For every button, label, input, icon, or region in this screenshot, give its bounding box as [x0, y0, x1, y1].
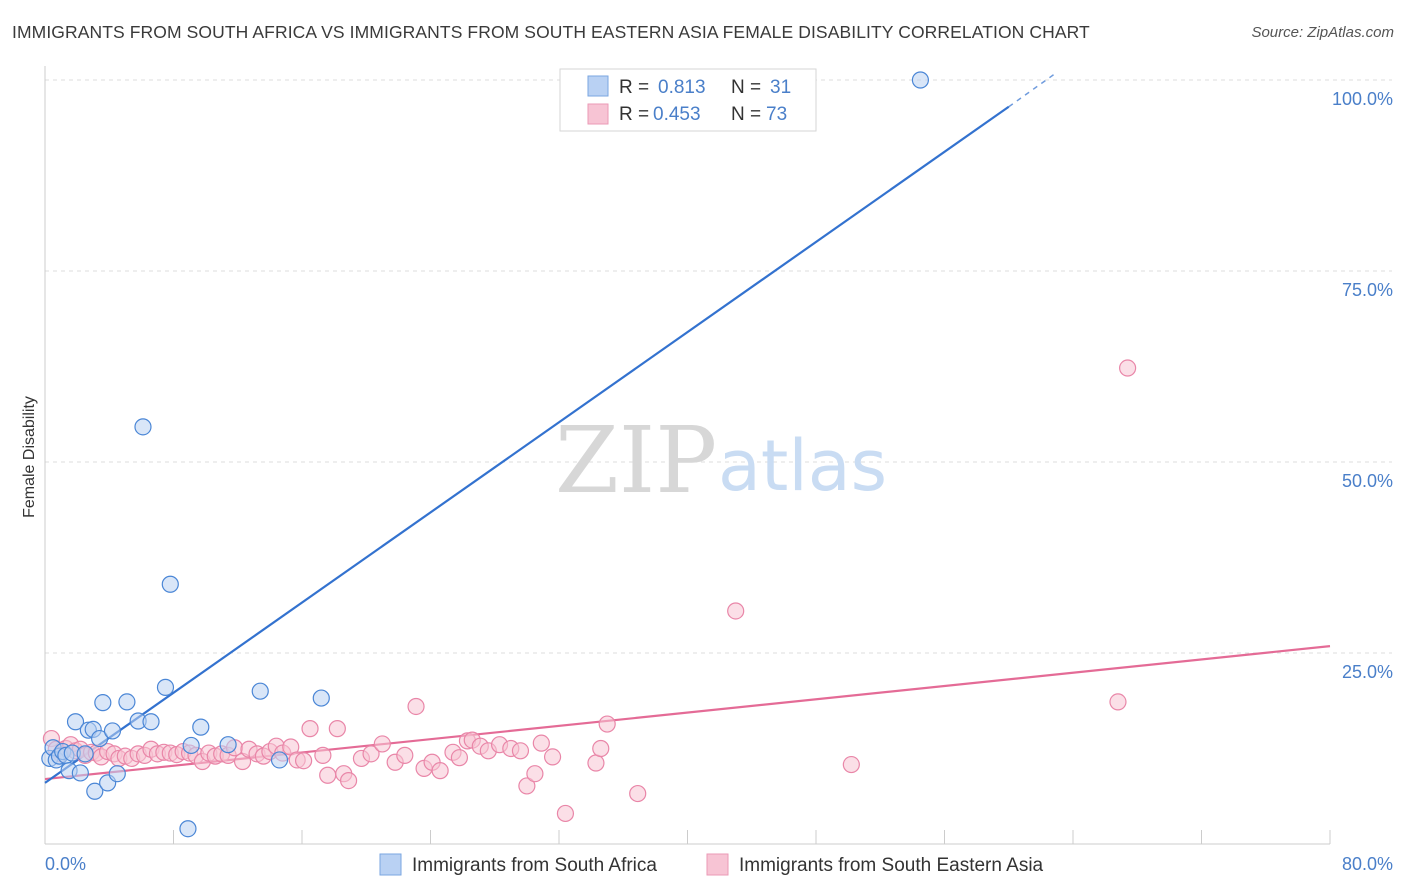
data-point-south-africa — [251, 682, 269, 700]
data-point-south-africa — [911, 71, 930, 89]
points-south-africa — [41, 71, 930, 838]
watermark-zip: ZIP — [555, 407, 717, 514]
data-point-south-africa — [71, 764, 89, 782]
data-point-south-eastern-asia — [314, 746, 332, 764]
data-point-south-africa — [103, 722, 122, 740]
legend-swatch-blue — [587, 75, 609, 97]
legend-swatch-pink — [587, 103, 609, 125]
chart-title: IMMIGRANTS FROM SOUTH AFRICA VS IMMIGRAN… — [12, 22, 1090, 42]
x-tick-label-min: 0.0% — [45, 854, 86, 874]
legend-r-label-1: R = — [619, 77, 649, 98]
data-point-south-eastern-asia — [532, 734, 550, 752]
watermark-atlas: atlas — [718, 425, 887, 507]
data-point-south-eastern-asia — [450, 749, 469, 767]
bottom-legend-label-2: Immigrants from South Eastern Asia — [739, 855, 1044, 876]
y-tick-labels: 25.0% 50.0% 75.0% 100.0% — [1332, 89, 1393, 682]
stats-legend: R = 0.813 N = 31 R = 0.453 N = 73 — [559, 68, 817, 132]
data-point-south-africa — [66, 713, 85, 731]
data-point-south-eastern-asia — [431, 762, 449, 780]
bottom-legend-swatch-blue — [379, 853, 402, 876]
y-tick-label: 50.0% — [1342, 471, 1393, 491]
data-point-south-eastern-asia — [1119, 359, 1137, 377]
grid-lines — [45, 79, 1392, 654]
data-point-south-eastern-asia — [543, 748, 562, 766]
legend-r-value-1: 0.813 — [658, 77, 706, 98]
data-point-south-eastern-asia — [301, 720, 319, 738]
source-credit: Source: ZipAtlas.com — [1251, 24, 1394, 41]
data-point-south-eastern-asia — [587, 754, 605, 772]
data-point-south-eastern-asia — [556, 804, 575, 823]
y-tick-label: 75.0% — [1342, 280, 1393, 300]
data-point-south-eastern-asia — [319, 766, 337, 784]
legend-r-label-2: R = — [619, 104, 649, 125]
data-point-south-eastern-asia — [518, 777, 536, 795]
data-point-south-africa — [156, 678, 175, 696]
data-point-south-eastern-asia — [598, 715, 616, 733]
bottom-legend-label-1: Immigrants from South Africa — [412, 855, 657, 876]
data-point-south-eastern-asia — [1109, 693, 1127, 711]
data-point-south-eastern-asia — [526, 765, 544, 783]
data-point-south-africa — [134, 418, 152, 436]
x-tick-labels: 0.0% 80.0% — [45, 854, 1393, 874]
data-point-south-africa — [108, 765, 126, 783]
y-tick-label: 100.0% — [1332, 89, 1393, 109]
data-point-south-africa — [76, 745, 94, 763]
data-point-south-africa — [312, 689, 330, 707]
data-point-south-africa — [91, 729, 109, 748]
data-point-south-eastern-asia — [339, 771, 358, 790]
data-point-south-eastern-asia — [511, 742, 530, 760]
data-point-south-eastern-asia — [407, 697, 425, 716]
data-point-south-eastern-asia — [328, 720, 346, 738]
y-tick-label: 25.0% — [1342, 662, 1393, 682]
bottom-legend-swatch-pink — [706, 853, 729, 876]
legend-n-value-1: 31 — [770, 77, 791, 98]
data-point-south-eastern-asia — [592, 739, 610, 758]
series-legend: Immigrants from South Africa Immigrants … — [379, 853, 1044, 876]
data-point-south-eastern-asia — [295, 752, 313, 770]
data-point-south-eastern-asia — [629, 784, 647, 803]
trend-line-south-africa — [44, 105, 1010, 784]
trend-line-south-africa-extension — [1008, 71, 1058, 108]
legend-n-label-1: N = — [731, 77, 761, 98]
data-point-south-eastern-asia — [842, 755, 860, 774]
data-point-south-africa — [182, 736, 200, 755]
data-point-south-eastern-asia — [373, 735, 391, 753]
data-point-south-africa — [270, 751, 289, 769]
data-point-south-africa — [118, 693, 136, 711]
legend-r-value-2: 0.453 — [653, 104, 701, 125]
data-point-south-africa — [192, 718, 210, 736]
legend-n-label-2: N = — [731, 104, 761, 125]
data-point-south-africa — [219, 736, 237, 754]
axes — [44, 66, 1331, 845]
x-tick-label-max: 80.0% — [1342, 854, 1393, 874]
legend-n-value-2: 73 — [766, 104, 787, 125]
data-point-south-eastern-asia — [396, 746, 414, 764]
data-point-south-africa — [94, 694, 112, 712]
data-point-south-eastern-asia — [362, 745, 380, 763]
y-axis-label: Female Disability — [21, 396, 38, 518]
data-point-south-africa — [142, 713, 160, 731]
data-point-south-africa — [161, 575, 179, 593]
data-point-south-eastern-asia — [727, 602, 745, 620]
data-point-south-africa — [86, 782, 104, 800]
data-point-south-africa — [179, 820, 197, 838]
